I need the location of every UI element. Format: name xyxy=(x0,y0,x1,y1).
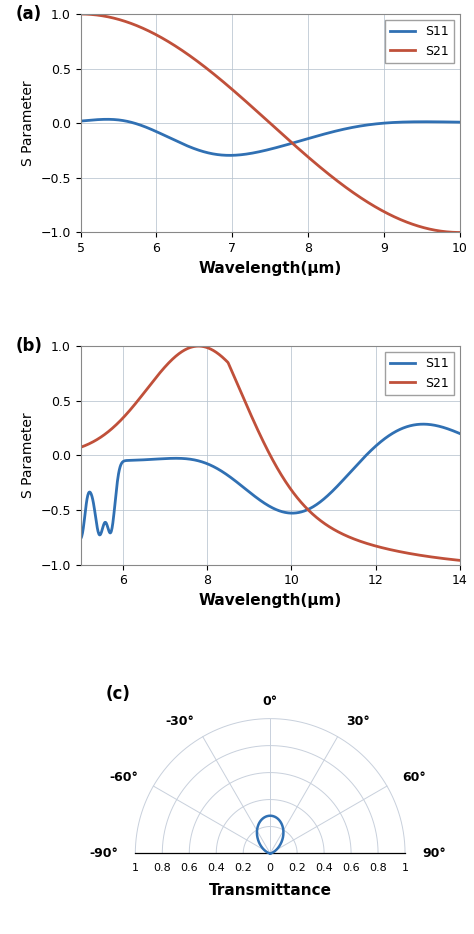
S21 xyxy=(457,227,463,238)
Text: 0: 0 xyxy=(267,863,273,873)
Y-axis label: S Parameter: S Parameter xyxy=(21,80,35,166)
S21 xyxy=(374,541,380,552)
Text: 0.4: 0.4 xyxy=(207,863,225,873)
Text: 1: 1 xyxy=(132,863,139,873)
Text: 0.8: 0.8 xyxy=(154,863,171,873)
Text: 0.8: 0.8 xyxy=(369,863,387,873)
Text: -30°: -30° xyxy=(165,715,194,728)
Text: 60°: 60° xyxy=(402,771,426,784)
S11 xyxy=(457,117,463,128)
S11 xyxy=(231,474,237,486)
Text: (a): (a) xyxy=(16,6,42,23)
S21 xyxy=(78,8,83,20)
Line: S11: S11 xyxy=(81,424,460,539)
S11 xyxy=(78,116,83,127)
S11 xyxy=(104,114,110,125)
S11 xyxy=(101,114,107,125)
Legend: S11, S21: S11, S21 xyxy=(385,352,454,394)
Text: -90°: -90° xyxy=(89,847,118,860)
Text: 0.6: 0.6 xyxy=(342,863,360,873)
S21 xyxy=(196,341,201,352)
S21 xyxy=(457,555,463,566)
Text: 30°: 30° xyxy=(346,715,370,728)
Line: S11: S11 xyxy=(81,120,460,155)
S11 xyxy=(405,117,411,128)
S21 xyxy=(338,528,344,539)
Y-axis label: S Parameter: S Parameter xyxy=(21,413,35,498)
S21 xyxy=(319,163,325,175)
Text: 1: 1 xyxy=(401,863,409,873)
S11 xyxy=(227,149,232,161)
S21 xyxy=(381,543,386,554)
S11 xyxy=(117,464,122,475)
X-axis label: Wavelength(μm): Wavelength(μm) xyxy=(199,593,342,608)
Legend: S11, S21: S11, S21 xyxy=(385,21,454,63)
Text: 0.2: 0.2 xyxy=(234,863,252,873)
S21 xyxy=(245,403,251,414)
S11 xyxy=(374,440,379,451)
Text: 0.6: 0.6 xyxy=(181,863,198,873)
S21 xyxy=(117,417,122,428)
S11 xyxy=(338,476,344,488)
S21 xyxy=(78,442,83,453)
Text: 0°: 0° xyxy=(263,695,278,708)
S11 xyxy=(245,485,250,496)
Text: (b): (b) xyxy=(16,337,43,355)
S21 xyxy=(365,197,371,208)
Text: Transmittance: Transmittance xyxy=(209,884,332,899)
S11 xyxy=(380,434,386,446)
S11 xyxy=(366,120,372,131)
S21 xyxy=(308,154,314,165)
S11 xyxy=(309,132,315,143)
Text: (c): (c) xyxy=(106,685,130,703)
S21 xyxy=(101,10,107,21)
Text: 0.4: 0.4 xyxy=(315,863,333,873)
X-axis label: Wavelength(μm): Wavelength(μm) xyxy=(199,261,342,276)
S21 xyxy=(231,371,237,382)
Text: 90°: 90° xyxy=(423,847,447,860)
S11 xyxy=(457,428,463,439)
S11 xyxy=(420,418,426,430)
S21 xyxy=(404,217,410,228)
S21 xyxy=(298,145,304,156)
S11 xyxy=(299,134,305,146)
Line: S21: S21 xyxy=(81,347,460,560)
Text: -60°: -60° xyxy=(109,771,138,784)
Line: S21: S21 xyxy=(81,14,460,233)
Text: 0.2: 0.2 xyxy=(288,863,306,873)
S11 xyxy=(320,129,326,140)
S11 xyxy=(78,533,83,545)
